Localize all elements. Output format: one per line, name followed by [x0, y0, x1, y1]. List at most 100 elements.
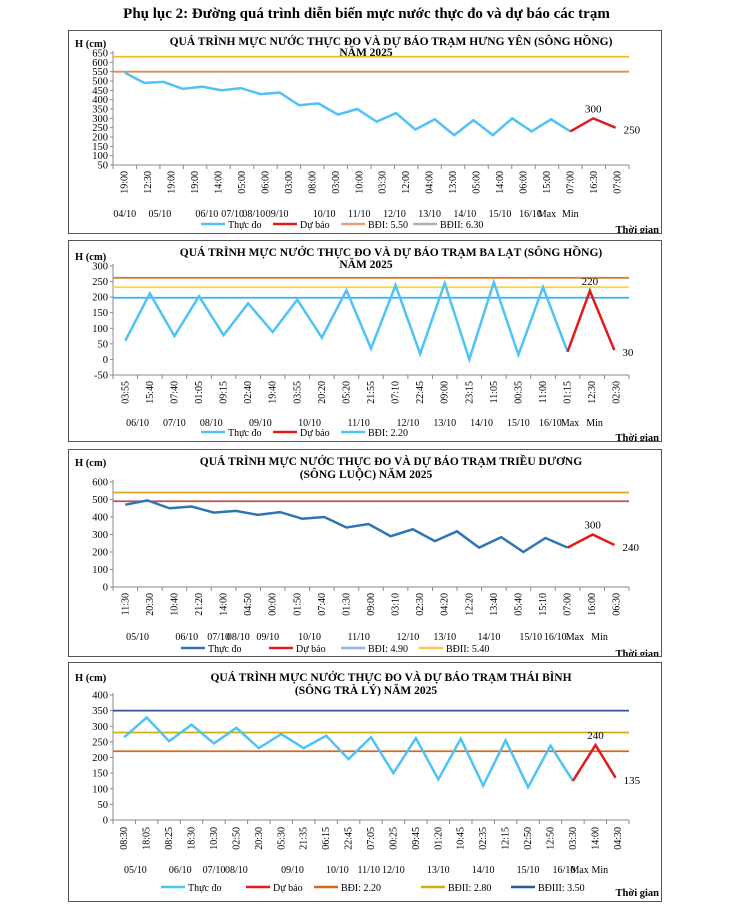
- x-time-label: 08:30: [119, 827, 130, 850]
- x-date-label: 16/10: [544, 632, 567, 643]
- x-time-label: 03:10: [391, 593, 402, 616]
- x-time-label: 20:20: [317, 381, 328, 404]
- y-tick-label: 200: [92, 133, 108, 144]
- x-time-label: 02:35: [478, 827, 489, 850]
- y-tick-label: 550: [92, 67, 108, 78]
- y-tick-label: 0: [103, 355, 108, 366]
- x-date-label: 13/10: [427, 865, 450, 876]
- x-date-label: 10/10: [326, 865, 349, 876]
- forecast-series-line: [569, 116, 617, 133]
- y-tick-label: 600: [92, 58, 108, 69]
- x-time-label: 03:30: [378, 171, 389, 194]
- legend-label: Thực đo: [188, 883, 221, 894]
- x-date-label: 09/10: [249, 418, 272, 429]
- legend-label: Dự báo: [300, 220, 330, 231]
- x-time-label: 05:00: [472, 171, 483, 194]
- x-time-label: 20:30: [145, 593, 156, 616]
- legend-label: BĐII: 6.30: [440, 220, 483, 231]
- y-tick-label: 100: [92, 151, 108, 162]
- y-tick-label: 500: [92, 495, 108, 506]
- y-tick-label: -50: [94, 371, 108, 382]
- x-date-label: 11/10: [348, 418, 370, 429]
- x-date-label: Min: [562, 209, 579, 220]
- x-date-label: 06/10: [169, 865, 192, 876]
- x-time-label: 22:45: [344, 827, 355, 850]
- x-date-label: 09/10: [266, 209, 289, 220]
- x-date-label: 07/10: [203, 865, 226, 876]
- x-date-label: 07/10: [207, 632, 230, 643]
- y-tick-label: 150: [92, 142, 108, 153]
- legend-label: Dự báo: [300, 428, 330, 439]
- y-tick-label: 500: [92, 77, 108, 88]
- x-date-label: 12/10: [396, 632, 419, 643]
- x-date-label: 06/10: [195, 209, 218, 220]
- x-time-label: 10:00: [354, 171, 365, 194]
- x-time-label: 19:00: [190, 171, 201, 194]
- x-date-label: Max: [570, 865, 588, 876]
- x-date-label: 09/10: [256, 632, 279, 643]
- x-time-label: 08:00: [307, 171, 318, 194]
- x-time-label: 01:15: [563, 381, 574, 404]
- y-tick-label: 100: [92, 565, 108, 576]
- x-date-label: 10/10: [313, 209, 336, 220]
- x-date-label: 07/10: [163, 418, 186, 429]
- legend-label: BĐI: 5.50: [368, 220, 408, 231]
- x-date-label: 13/10: [433, 418, 456, 429]
- x-time-label: 02:40: [243, 381, 254, 404]
- x-time-label: 05:30: [276, 827, 287, 850]
- x-time-label: 11:30: [120, 593, 131, 615]
- y-tick-label: 50: [98, 161, 109, 172]
- forecast-value-label: 240: [587, 730, 604, 742]
- x-date-label: 10/10: [298, 418, 321, 429]
- forecast-value-label: 135: [624, 775, 641, 787]
- x-date-label: 16/10: [539, 418, 562, 429]
- x-date-label: 05/10: [149, 209, 172, 220]
- y-axis-label: H (cm): [75, 673, 107, 684]
- legend-label: BĐIII: 3.50: [538, 883, 585, 894]
- y-tick-label: 50: [98, 800, 109, 811]
- x-date-label: 07/10: [221, 209, 244, 220]
- x-time-label: 04:50: [243, 593, 254, 616]
- x-time-label: 07:40: [169, 381, 180, 404]
- x-time-label: 04:30: [613, 827, 624, 850]
- legend-label: Thực đo: [228, 220, 261, 231]
- x-time-label: 19:00: [167, 171, 178, 194]
- x-date-label: 08/10: [242, 209, 265, 220]
- legend-label: Dự báo: [296, 644, 326, 655]
- y-tick-label: 0: [103, 816, 108, 827]
- y-tick-label: 100: [92, 784, 108, 795]
- x-date-label: 08/10: [227, 632, 250, 643]
- y-tick-label: 650: [92, 49, 108, 60]
- x-date-label: 15/10: [507, 418, 530, 429]
- x-date-label: Max: [561, 418, 579, 429]
- x-time-label: 12:20: [464, 593, 475, 616]
- y-axis-label: H (cm): [75, 252, 107, 263]
- x-time-label: 07:10: [391, 381, 402, 404]
- observed-series-line: [124, 71, 572, 137]
- x-date-label: 12/10: [383, 209, 406, 220]
- chart-panel-hung-yen: QUÁ TRÌNH MỰC NƯỚC THỰC ĐO VÀ DỰ BÁO TRẠ…: [68, 30, 662, 234]
- x-date-label: Min: [586, 418, 603, 429]
- x-date-label: Max: [538, 209, 556, 220]
- legend-label: Dự báo: [273, 883, 303, 894]
- y-tick-label: 600: [92, 478, 108, 489]
- x-time-label: 21:20: [194, 593, 205, 616]
- x-date-label: Min: [591, 865, 608, 876]
- x-date-label: 13/10: [418, 209, 441, 220]
- chart-svg: QUÁ TRÌNH MỰC NƯỚC THỰC ĐO VÀ DỰ BÁO TRẠ…: [75, 670, 659, 899]
- x-time-label: 02:50: [523, 827, 534, 850]
- x-date-label: 06/10: [126, 418, 149, 429]
- x-time-label: 06:00: [260, 171, 271, 194]
- x-time-label: 02:30: [612, 381, 623, 404]
- chart-title-line2: (SÔNG TRÀ LÝ) NĂM 2025: [295, 683, 438, 697]
- x-date-label: 04/10: [113, 209, 136, 220]
- x-time-label: 07:05: [366, 827, 377, 850]
- x-time-label: 07:40: [317, 593, 328, 616]
- y-tick-label: 250: [92, 277, 108, 288]
- chart-title-line2: (SÔNG LUỘC) NĂM 2025: [300, 467, 433, 481]
- x-time-label: 12:50: [545, 827, 556, 850]
- x-date-label: 15/10: [489, 209, 512, 220]
- chart-svg: QUÁ TRÌNH MỰC NƯỚC THỰC ĐO VÀ DỰ BÁO TRẠ…: [75, 33, 659, 233]
- x-time-label: 12:00: [401, 171, 412, 194]
- x-time-label: 16:00: [587, 593, 598, 616]
